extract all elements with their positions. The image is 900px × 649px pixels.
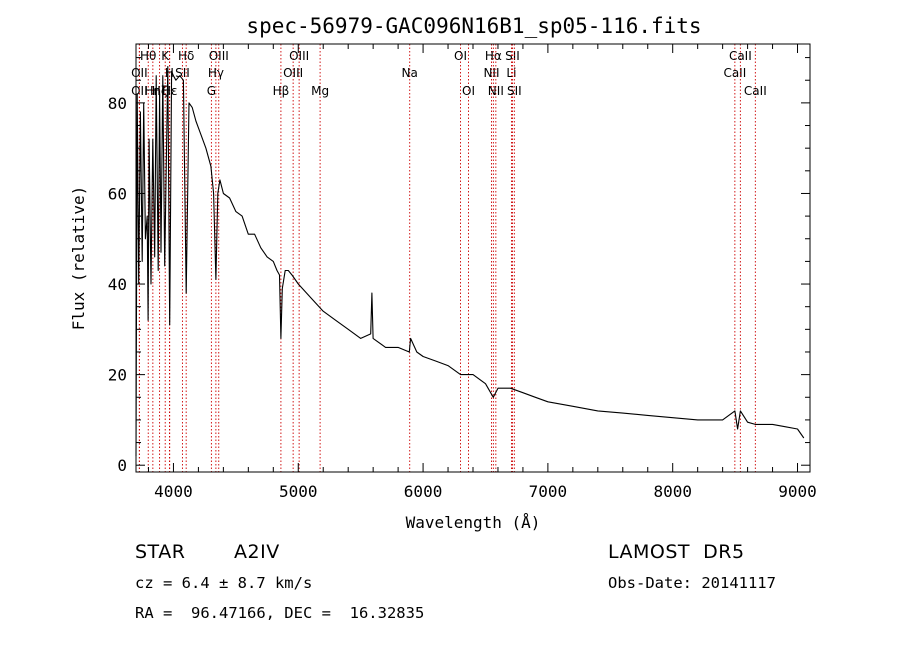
spectral-line-label: NII (483, 66, 499, 80)
spectral-line-label: G (207, 84, 216, 98)
spectral-line-label: Hβ (273, 84, 290, 98)
spectral-line-label: SII (505, 49, 520, 63)
y-tick-label: 60 (108, 184, 127, 203)
x-tick-label: 7000 (529, 482, 568, 501)
plot-frame (135, 43, 811, 473)
spectral-line-label: OII (131, 66, 148, 80)
x-tick-label: 8000 (653, 482, 692, 501)
spectral-line-label: Hγ (208, 66, 224, 80)
spectral-line-label: Hη (145, 84, 162, 98)
spectral-line-label: Na (402, 66, 418, 80)
object-class: STAR (135, 541, 186, 563)
spectrum-series-line (135, 66, 805, 457)
x-tick-label: 6000 (404, 482, 443, 501)
y-axis-label: Flux (relative) (69, 186, 88, 331)
spectral-line-label: K (161, 49, 170, 63)
spectral-line-label: Hδ (178, 49, 194, 63)
spectral-line-label: Hε (162, 84, 178, 98)
axis-ticks: 4000 5000 6000 7000 8000 9000 0 20 40 60 80 (108, 44, 817, 501)
observation-date: Obs-Date: 20141117 (608, 574, 776, 592)
x-tick-label: 5000 (279, 482, 318, 501)
x-tick-label: 9000 (778, 482, 817, 501)
y-tick-label: 0 (117, 456, 127, 475)
spectral-line-label: Hθ (140, 49, 156, 63)
y-tick-label: 80 (108, 94, 127, 113)
velocity-readout: cz = 6.4 ± 8.7 km/s (135, 574, 313, 592)
survey-release: LAMOST DR5 (608, 541, 745, 563)
coordinates-readout: RA = 96.47166, DEC = 16.32835 (135, 604, 425, 622)
spectral-line-label: CaII (744, 84, 767, 98)
x-tick-label: 4000 (154, 482, 193, 501)
spectral-line-label: OIII (283, 66, 303, 80)
chart-title: spec-56979-GAC096N16B1_sp05-116.fits (246, 14, 701, 38)
spectral-line-label: CaII (729, 49, 752, 63)
object-subclass: A2IV (234, 541, 280, 563)
x-axis-label: Wavelength (Å) (406, 513, 541, 532)
spectral-line-label: OIII (289, 49, 309, 63)
spectral-line-label: OIII (209, 49, 229, 63)
spectral-line-label: Mg (311, 84, 329, 98)
spectral-line-label: OI (462, 84, 475, 98)
spectral-line-label: NII (488, 84, 504, 98)
spectral-line-label: Hα (485, 49, 502, 63)
y-tick-label: 40 (108, 275, 127, 294)
y-tick-label: 20 (108, 366, 127, 385)
spectral-line-label: CaII (723, 66, 746, 80)
spectral-line-label: SII (507, 84, 522, 98)
spectral-line-label: Li (506, 66, 516, 80)
spectral-line-label: OI (454, 49, 467, 63)
spectral-line-markers: OIIHθOIIHηHζKHHεHδSIIGHγOIIIHβOIIIOIIIMg… (131, 44, 767, 472)
